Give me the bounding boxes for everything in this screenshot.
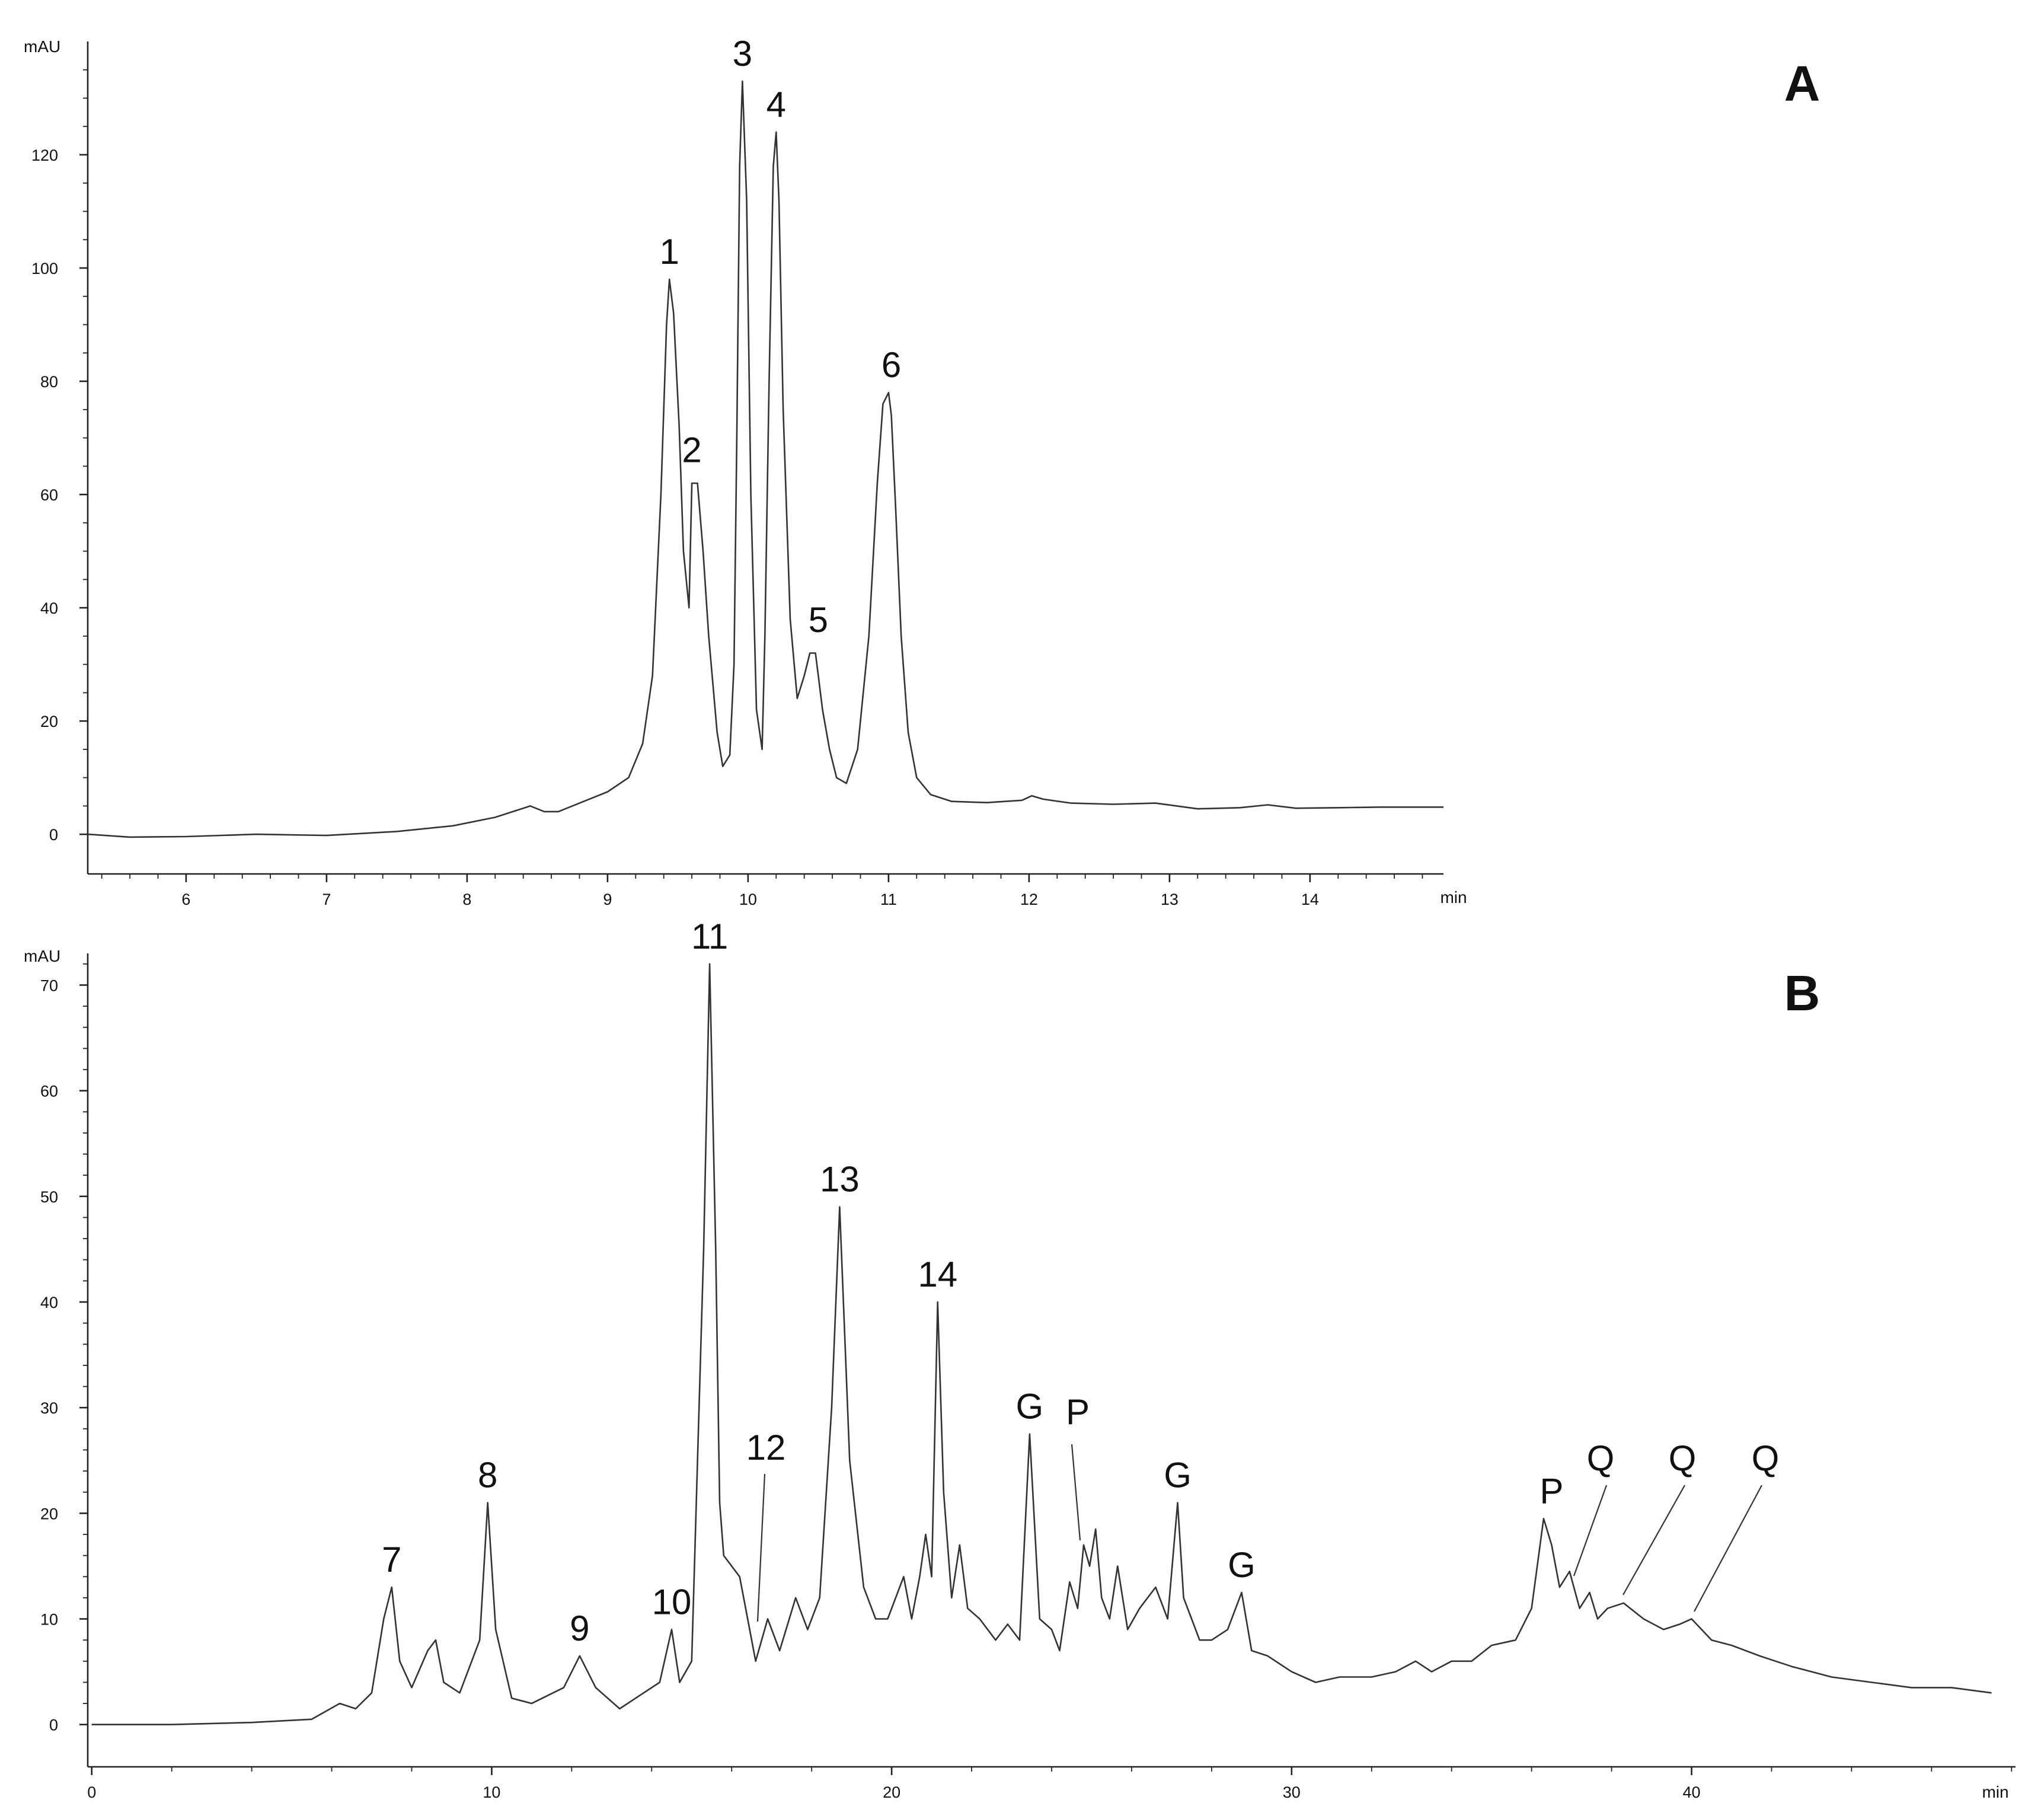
peak-label: P bbox=[1066, 1392, 1090, 1432]
peak-label: 7 bbox=[382, 1540, 401, 1579]
peak-label: 10 bbox=[652, 1582, 692, 1622]
peak-label: 4 bbox=[766, 85, 786, 125]
peak-label: 14 bbox=[918, 1255, 957, 1294]
panel-a-y-unit: mAU bbox=[24, 37, 60, 56]
peak-label: G bbox=[1164, 1456, 1192, 1495]
y-tick-label: 0 bbox=[49, 1716, 58, 1734]
y-tick-label: 60 bbox=[40, 1083, 58, 1100]
x-tick-label: 20 bbox=[883, 1783, 900, 1801]
panel-a-trace bbox=[87, 80, 1443, 838]
peak-label: 9 bbox=[570, 1609, 589, 1648]
x-tick-label: 0 bbox=[87, 1783, 96, 1801]
y-tick-label: 10 bbox=[40, 1611, 58, 1629]
panel-b-trace bbox=[91, 963, 1992, 1725]
peak-label: 1 bbox=[659, 232, 679, 272]
y-tick-label: 80 bbox=[40, 373, 58, 391]
panel-b-x-unit: min bbox=[1982, 1783, 2008, 1801]
x-tick-label: 6 bbox=[181, 891, 190, 908]
x-tick-label: 8 bbox=[462, 891, 471, 908]
y-tick-label: 40 bbox=[40, 1294, 58, 1311]
y-tick-label: 40 bbox=[40, 599, 58, 617]
x-tick-label: 7 bbox=[322, 891, 331, 908]
peak-label: 3 bbox=[733, 34, 752, 74]
peak-leader-line bbox=[1573, 1485, 1608, 1577]
panel-a-x-unit: min bbox=[1440, 888, 1467, 907]
y-tick-label: 20 bbox=[40, 1505, 58, 1523]
peak-label: 12 bbox=[746, 1428, 786, 1467]
peak-label: P bbox=[1540, 1471, 1563, 1511]
peak-label: Q bbox=[1752, 1438, 1780, 1478]
y-tick-label: 50 bbox=[40, 1188, 58, 1206]
x-tick-label: 11 bbox=[880, 891, 897, 908]
x-tick-label: 12 bbox=[1020, 891, 1038, 908]
peak-leader-line bbox=[756, 1473, 766, 1622]
peak-label: 11 bbox=[691, 917, 728, 956]
x-tick-label: 10 bbox=[483, 1783, 500, 1801]
panel-b-ticks: 0 10 20 30 40 50 60 70 0 10 20 30 40 bbox=[40, 963, 2013, 1801]
y-tick-label: 20 bbox=[40, 713, 58, 730]
panel-b-axes bbox=[87, 953, 2016, 1768]
peak-label: 2 bbox=[682, 430, 701, 470]
peak-label: Q bbox=[1669, 1438, 1697, 1478]
panel-b-y-unit: mAU bbox=[24, 947, 60, 965]
y-tick-label: 30 bbox=[40, 1399, 58, 1417]
peak-label: 5 bbox=[809, 600, 828, 640]
y-tick-label: 70 bbox=[40, 976, 58, 994]
peak-label: 13 bbox=[820, 1160, 860, 1199]
peak-label: G bbox=[1016, 1387, 1044, 1427]
x-tick-label: 13 bbox=[1161, 891, 1179, 908]
peak-leader-line bbox=[1623, 1485, 1685, 1595]
panel-a-axes bbox=[87, 42, 1443, 875]
x-tick-label: 14 bbox=[1301, 891, 1319, 908]
peak-label: G bbox=[1228, 1545, 1256, 1585]
peak-label: Q bbox=[1587, 1438, 1615, 1478]
x-tick-label: 9 bbox=[603, 891, 612, 908]
peak-leader-line bbox=[1071, 1444, 1081, 1541]
y-tick-label: 60 bbox=[40, 486, 58, 504]
x-tick-label: 10 bbox=[739, 891, 757, 908]
peak-label: 6 bbox=[882, 345, 901, 385]
x-tick-label: 30 bbox=[1283, 1783, 1301, 1801]
panel-b-label: B bbox=[1784, 965, 1821, 1021]
y-tick-label: 0 bbox=[49, 826, 58, 844]
y-tick-label: 120 bbox=[31, 146, 58, 164]
panel-a-label: A bbox=[1784, 56, 1821, 111]
y-tick-label: 100 bbox=[31, 260, 58, 277]
x-tick-label: 40 bbox=[1682, 1783, 1700, 1801]
panel-a-peak-labels: 1 2 34 5 6 bbox=[659, 34, 901, 640]
peak-leader-line bbox=[1694, 1485, 1762, 1612]
panel-b: B mAU min 0 10 20 30 40 50 60 70 0 10 20 30 40 7 8 9 10… bbox=[24, 917, 2016, 1801]
peak-label: 8 bbox=[478, 1456, 497, 1495]
